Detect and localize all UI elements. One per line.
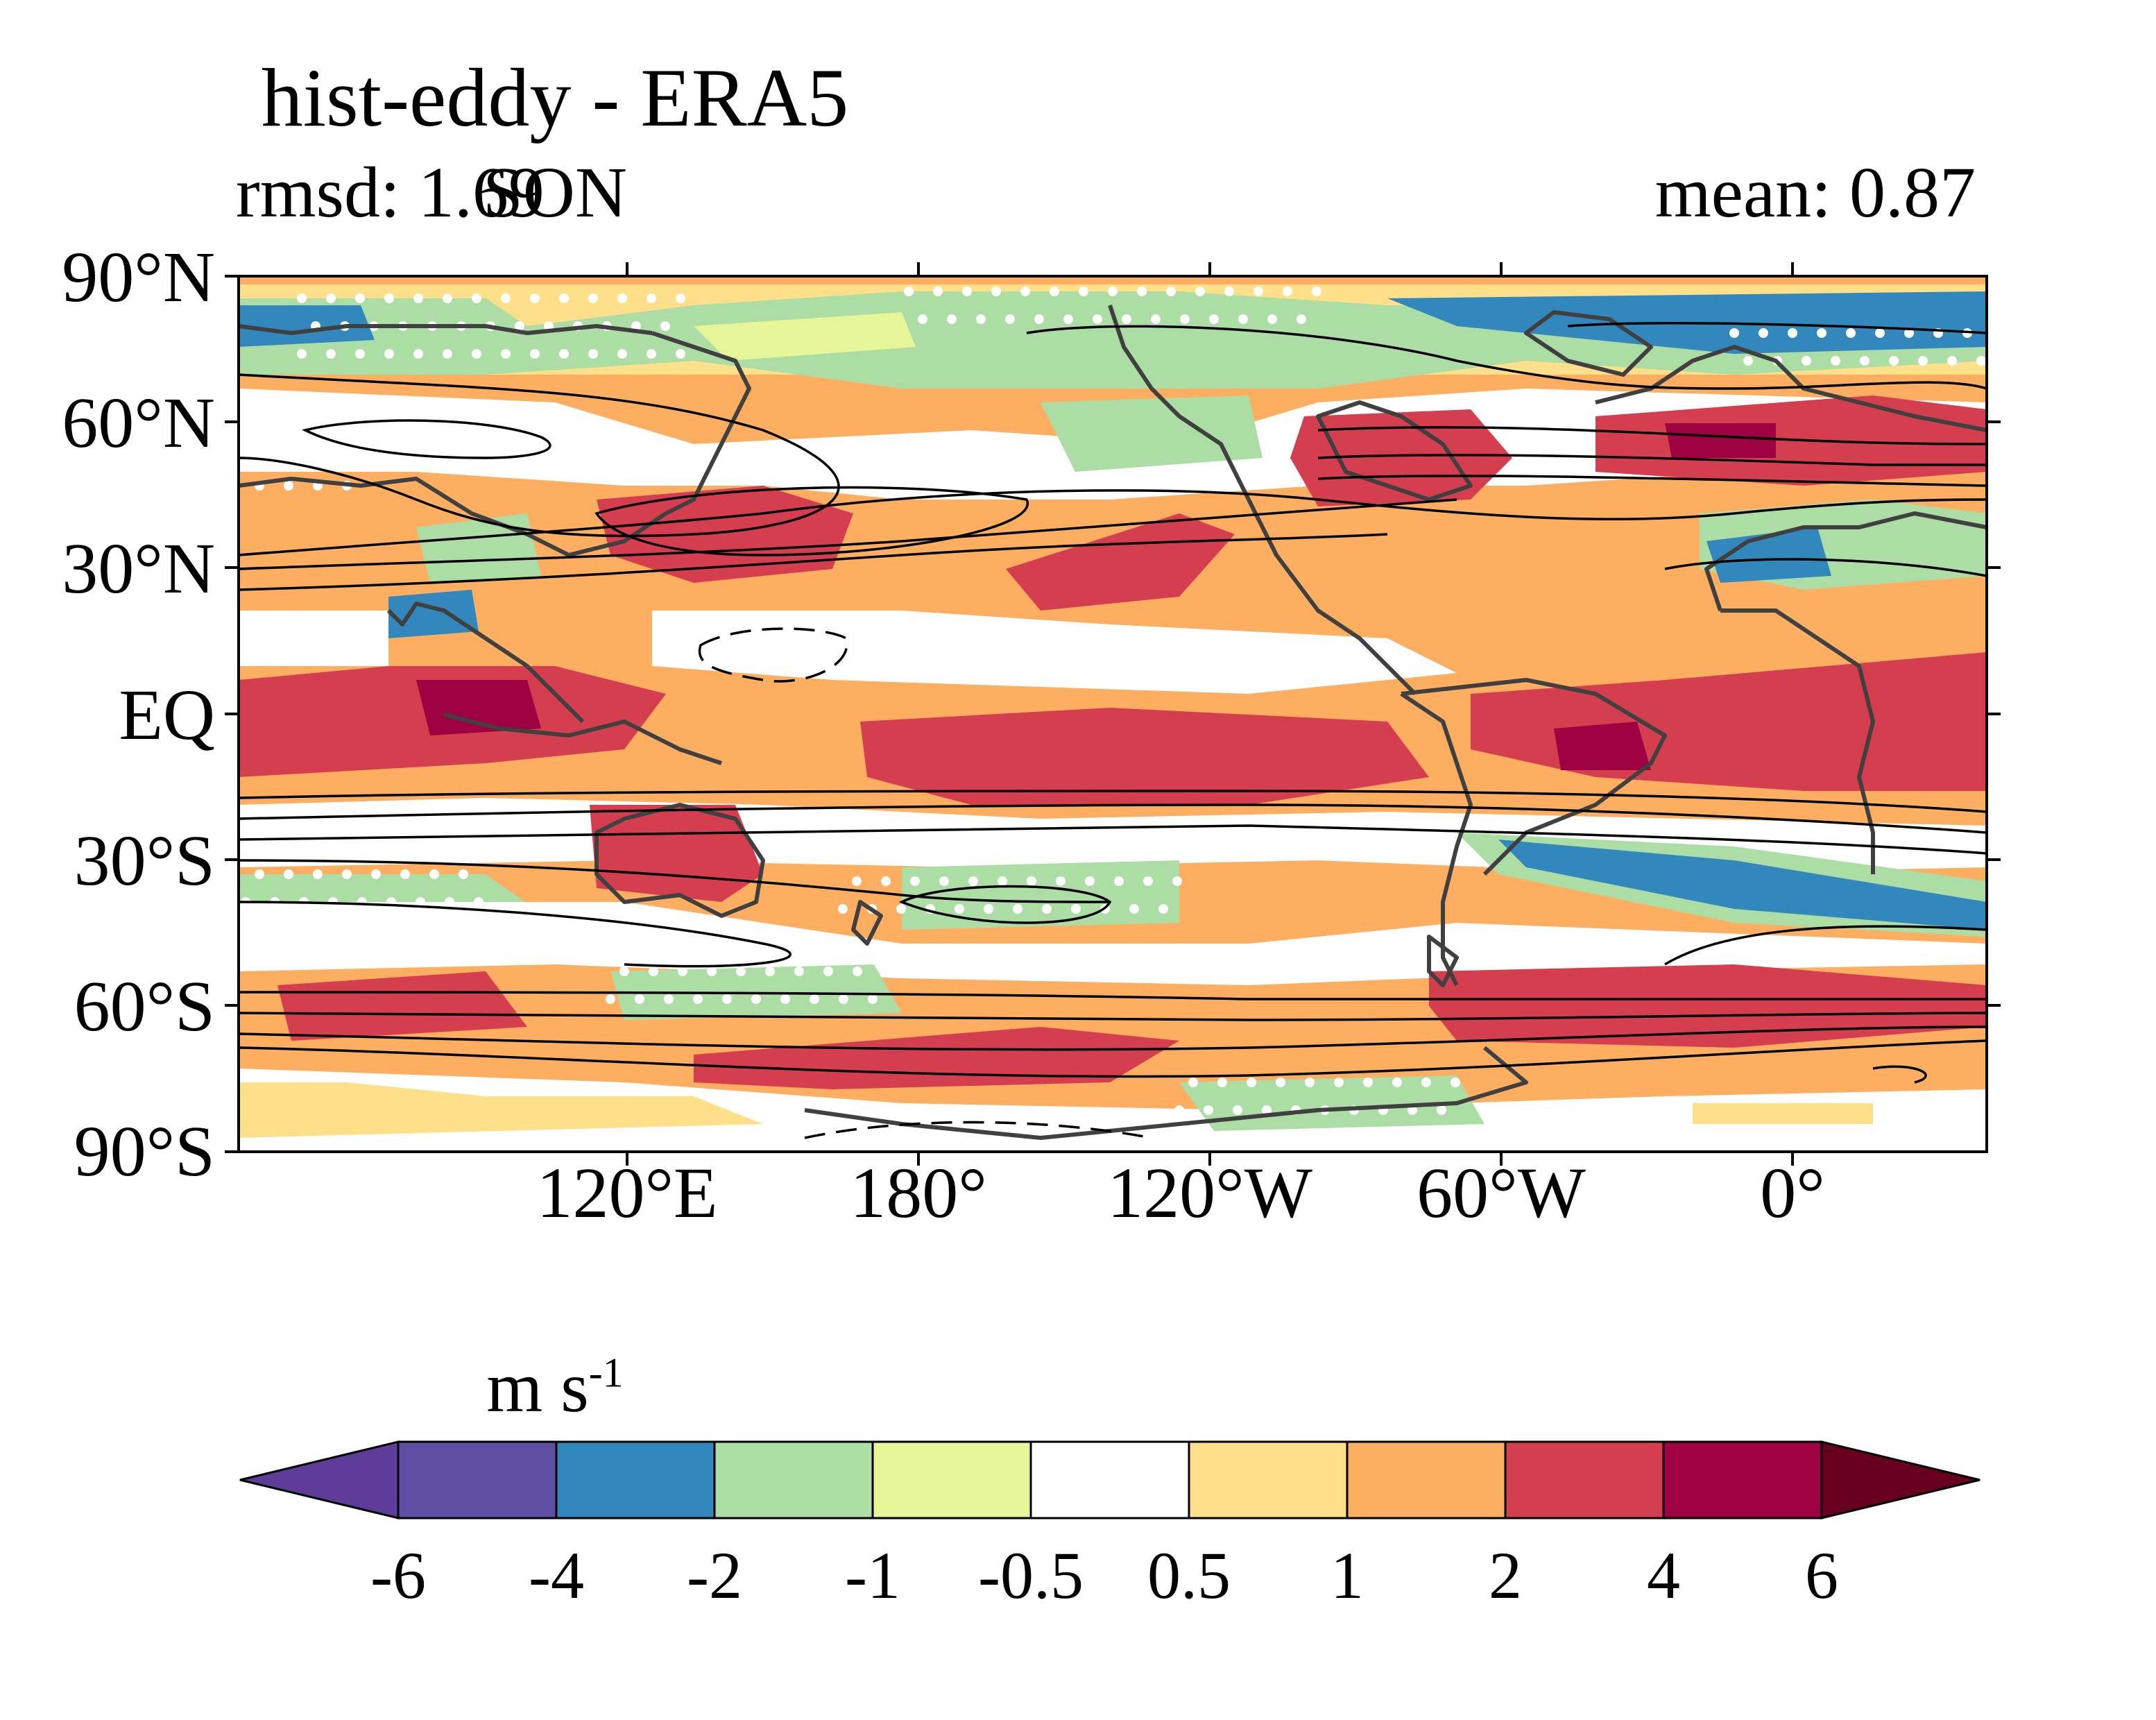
lat-label-eq: EQ <box>119 675 215 755</box>
colorbar-tick-label: -6 <box>370 1538 426 1612</box>
colorbar-tick-label: 0.5 <box>1147 1538 1231 1612</box>
colorbar-tick-label: 6 <box>1805 1538 1838 1612</box>
lat-label-30s: 30°S <box>74 821 215 901</box>
season-label: SON <box>482 153 628 232</box>
lat-label-90n: 90°N <box>62 237 215 317</box>
rmsd-label: rmsd: 1.69 <box>236 153 545 232</box>
lon-label-120w: 120°W <box>1107 1153 1312 1233</box>
colorbar-tick-label: 2 <box>1489 1538 1522 1612</box>
colorbar-tick-label: -0.5 <box>978 1538 1084 1612</box>
lon-label-0: 0° <box>1760 1153 1825 1233</box>
wind-difference-field <box>239 276 1987 1152</box>
lat-label-90s: 90°S <box>74 1112 215 1191</box>
lon-label-180: 180° <box>850 1153 987 1233</box>
coastlines <box>239 305 1987 1140</box>
colorbar-tick-label: -2 <box>687 1538 742 1612</box>
negative-contours <box>698 627 1152 1139</box>
colorbar-tick-label: -1 <box>845 1538 900 1612</box>
lat-label-30n: 30°N <box>62 529 215 608</box>
colorbar-tick-label: -4 <box>529 1538 584 1612</box>
lon-label-60w: 60°W <box>1417 1153 1586 1233</box>
lat-label-60n: 60°N <box>62 383 215 463</box>
mean-label: mean: 0.87 <box>1654 153 1976 232</box>
colorbar-unit: m s-1 <box>486 1347 624 1427</box>
axis-ticks <box>225 262 2001 1166</box>
colorbar-tick-label: 1 <box>1331 1538 1364 1612</box>
colorbar-tick-label: 4 <box>1647 1538 1680 1612</box>
chart-title: hist-eddy - ERA5 <box>261 51 849 144</box>
climatology-contours <box>239 322 1987 1084</box>
lat-label-60s: 60°S <box>74 967 215 1046</box>
lon-label-120e: 120°E <box>536 1153 718 1233</box>
